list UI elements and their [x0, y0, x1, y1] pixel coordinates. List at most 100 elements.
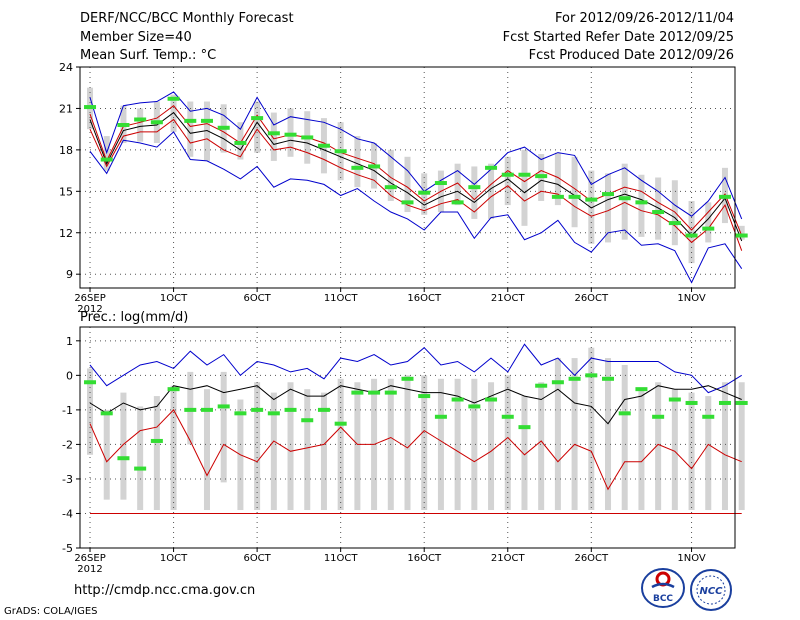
- prec-climatology-marker: [685, 400, 698, 405]
- prec-climatology-marker: [317, 407, 330, 412]
- temp-climatology-marker: [602, 192, 615, 197]
- start-date-label: Fcst Started Refer Date 2012/09/25: [502, 30, 734, 45]
- temp-climatology-marker: [685, 233, 698, 238]
- prec-range-box: [588, 347, 595, 511]
- temp-climatology-marker: [384, 185, 397, 190]
- temp-climatology-marker: [234, 140, 247, 145]
- prec-climatology-marker: [234, 411, 247, 416]
- source-url-link[interactable]: http://cmdp.ncc.cma.gov.cn: [74, 583, 256, 598]
- prec-climatology-marker: [451, 397, 464, 402]
- prec-climatology-marker: [167, 387, 180, 392]
- temp-climatology-marker: [200, 118, 213, 123]
- prec-climatology-marker: [284, 407, 297, 412]
- precip-panel-label: Prec.: log(mm/d): [80, 310, 189, 325]
- temp-plot-frame: [79, 66, 736, 289]
- temp-climatology-marker: [167, 96, 180, 101]
- prec-range-box: [671, 389, 678, 511]
- prec-climatology-marker: [401, 376, 414, 381]
- prec-range-box: [738, 382, 745, 511]
- temp-range-box: [638, 174, 645, 237]
- temp-climatology-marker: [568, 194, 581, 199]
- temp-range-box: [705, 202, 712, 243]
- temp-climatology-marker: [251, 116, 264, 121]
- temp-ytick-label: 15: [59, 185, 73, 198]
- prec-climatology-marker: [518, 425, 531, 430]
- temp-climatology-marker: [434, 181, 447, 186]
- prec-range-box: [571, 358, 578, 511]
- temp-range-box: [488, 163, 495, 219]
- prec-spread_low-line: [89, 409, 742, 491]
- temp-climatology-marker: [134, 117, 147, 122]
- prec-range-box: [538, 382, 545, 511]
- temp-climatology-marker: [635, 200, 648, 205]
- prec-range-box: [471, 378, 478, 511]
- prec-climatology-marker: [184, 407, 197, 412]
- temp-xtick-label: 1NOV: [677, 293, 706, 304]
- prec-climatology-marker: [368, 390, 381, 395]
- temp-mean-line: [89, 111, 743, 242]
- temp-range-box: [521, 149, 528, 226]
- temp-range-box: [554, 152, 561, 206]
- temp-climatology-marker: [351, 165, 364, 170]
- prec-range-box: [621, 364, 628, 511]
- prec-climatology-marker: [735, 400, 748, 405]
- prec-range-box: [688, 392, 695, 511]
- prec-climatology-marker: [334, 421, 347, 426]
- prec-ytick-label: -3: [62, 473, 73, 486]
- temp-xtick-label: 1OCT: [160, 293, 188, 304]
- temp-ytick-label: 9: [66, 268, 73, 281]
- temp-climatology-marker: [468, 185, 481, 190]
- prec-climatology-marker: [668, 397, 681, 402]
- prec-range-box: [220, 371, 227, 483]
- prec-xtick-label: 1NOV: [677, 553, 706, 564]
- temp-ytick-label: 24: [59, 61, 73, 74]
- member-size-label: Member Size=40: [80, 30, 192, 45]
- prec-range-box: [120, 392, 127, 500]
- temp-xtick-label: 16OCT: [407, 293, 442, 304]
- prec-range-box: [554, 358, 561, 511]
- temp-climatology-marker: [618, 196, 631, 201]
- temp-range-box: [187, 101, 194, 157]
- prec-climatology-marker: [485, 397, 498, 402]
- prec-ytick-label: 0: [66, 369, 73, 382]
- temp-climatology-marker: [485, 165, 498, 170]
- temp-climatology-marker: [501, 172, 514, 177]
- prec-climatology-marker: [200, 407, 213, 412]
- prec-climatology-marker: [351, 390, 364, 395]
- prec-climatology-marker: [718, 400, 731, 405]
- prec-climatology-marker: [535, 383, 548, 388]
- temp-range-box: [270, 112, 277, 161]
- prec-climatology-marker: [418, 394, 431, 399]
- variable-label: Mean Surf. Temp.: °C: [80, 48, 217, 63]
- prec-climatology-marker: [267, 411, 280, 416]
- temp-range-box: [454, 163, 461, 206]
- prec-xtick-label: 1OCT: [160, 553, 188, 564]
- prec-ytick-label: -2: [62, 438, 73, 451]
- prec-range-box: [254, 382, 261, 511]
- prec-range-box: [404, 375, 411, 511]
- temp-range-box: [471, 166, 478, 219]
- prec-climatology-marker: [618, 411, 631, 416]
- prec-climatology-marker: [568, 376, 581, 381]
- temp-range-box: [621, 163, 628, 240]
- prec-range-box: [320, 392, 327, 511]
- prec-climatology-marker: [84, 380, 97, 385]
- temp-range-box: [354, 136, 361, 188]
- temp-climatology-marker: [317, 143, 330, 148]
- temp-climatology-marker: [518, 172, 531, 177]
- temp-climatology-marker: [368, 164, 381, 169]
- temp-range-box: [137, 108, 144, 142]
- prec-climatology-marker: [602, 376, 615, 381]
- temp-ytick-label: 18: [59, 144, 73, 157]
- prec-xtick-sublabel: 2012: [77, 564, 102, 575]
- prec-range-box: [655, 382, 662, 511]
- prec-climatology-marker: [384, 390, 397, 395]
- forecast-period-label: For 2012/09/26-2012/11/04: [555, 11, 734, 26]
- bcc-logo-text: BCC: [653, 594, 673, 604]
- prec-climatology-marker: [251, 407, 264, 412]
- prec-ytick-label: -5: [62, 542, 73, 555]
- prec-climatology-marker: [468, 404, 481, 409]
- temp-climatology-marker: [150, 120, 163, 125]
- prec-range-box: [270, 392, 277, 511]
